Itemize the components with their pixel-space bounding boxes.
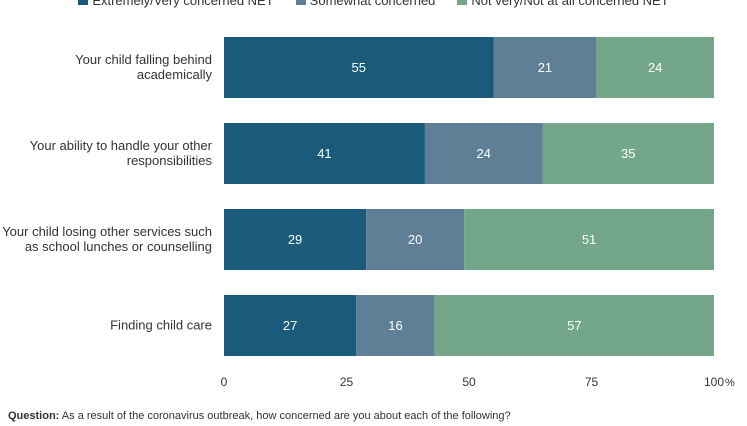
legend-item: Extremely/Very concerned NET <box>78 0 274 8</box>
bar-segment <box>356 295 435 356</box>
data-label: 16 <box>388 318 402 333</box>
category-label: Your child losing other services such as … <box>2 224 212 254</box>
bar-segment <box>366 209 465 270</box>
data-label: 55 <box>352 60 366 75</box>
footnote-label: Question: <box>8 410 60 422</box>
x-tick-label: 100 <box>704 375 724 389</box>
x-tick-label: 25 <box>340 375 354 389</box>
category-label-line: responsibilities <box>127 153 213 168</box>
data-label: 41 <box>317 146 331 161</box>
category-label: Your ability to handle your other respons… <box>30 138 213 168</box>
legend-label: Extremely/Very concerned NET <box>92 0 274 8</box>
chart-legend: Extremely/Very concerned NET Somewhat con… <box>0 0 747 8</box>
bar-segment <box>493 37 597 98</box>
legend-swatch <box>457 0 468 5</box>
bar-segment <box>596 37 714 98</box>
legend-item: Not very/Not at all concerned NET <box>457 0 669 8</box>
bar-segment <box>434 295 714 356</box>
question-footnote: Question: As a result of the coronavirus… <box>8 410 511 422</box>
bar-segment <box>464 209 714 270</box>
bar-segment <box>542 123 714 184</box>
data-label: 29 <box>288 232 302 247</box>
bar-segment <box>424 123 543 184</box>
legend-label: Somewhat concerned <box>309 0 436 8</box>
footnote-text: As a result of the coronavirus outbreak,… <box>61 410 511 422</box>
legend-item: Somewhat concerned <box>295 0 436 8</box>
data-label: 21 <box>538 60 552 75</box>
data-label: 57 <box>567 318 581 333</box>
legend-swatch <box>78 0 89 5</box>
x-axis-unit: % <box>725 377 735 389</box>
data-label: 24 <box>476 146 490 161</box>
category-label-line: Your child losing other services such <box>2 224 212 239</box>
category-label-line: academically <box>137 67 213 82</box>
data-label: 27 <box>283 318 297 333</box>
bar-segment <box>224 295 357 356</box>
bar-segment <box>224 209 367 270</box>
data-label: 20 <box>408 232 422 247</box>
x-tick-label: 0 <box>221 375 228 389</box>
category-label-line: Your child falling behind <box>75 52 212 67</box>
data-label: 35 <box>621 146 635 161</box>
data-label: 51 <box>582 232 596 247</box>
category-label-line: as school lunches or counselling <box>25 239 212 254</box>
data-label: 24 <box>648 60 662 75</box>
bar-segment <box>224 37 494 98</box>
x-tick-label: 75 <box>585 375 599 389</box>
category-label-line: Finding child care <box>110 318 212 333</box>
category-label: Finding child care <box>110 318 212 333</box>
legend-label: Not very/Not at all concerned NET <box>471 0 669 8</box>
legend-swatch <box>295 0 306 5</box>
category-label-line: Your ability to handle your other <box>30 138 213 153</box>
x-tick-label: 50 <box>462 375 476 389</box>
category-label: Your child falling behind academically <box>75 52 212 82</box>
bar-segment <box>224 123 425 184</box>
